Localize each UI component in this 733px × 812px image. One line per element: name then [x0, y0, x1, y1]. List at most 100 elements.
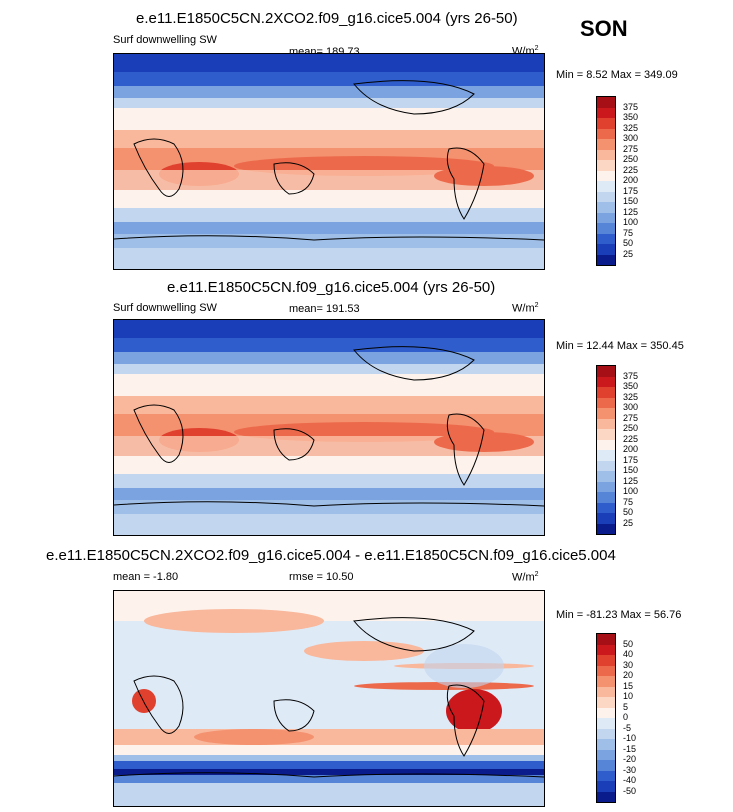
colorbar-tick-label: 375	[623, 370, 639, 381]
colorbar-tick-label: 75	[623, 496, 634, 507]
colorbar-swatch	[597, 781, 615, 792]
colorbar-tick-label: 125	[623, 475, 639, 486]
colorbar-swatch	[597, 254, 615, 265]
colorbar-swatch	[597, 223, 615, 234]
panel2-minmax: Min = 12.44 Max = 350.45	[556, 340, 684, 352]
colorbar-swatch	[597, 418, 615, 429]
colorbar-tick-label: 10	[623, 691, 634, 701]
colorbar-swatch	[597, 492, 615, 503]
colorbar-swatch	[597, 644, 615, 655]
colorbar-tick-label: -10	[623, 733, 637, 743]
colorbar-tick-label: 250	[623, 423, 639, 433]
colorbar-swatch	[597, 181, 615, 192]
panel1-minmax: Min = 8.52 Max = 349.09	[556, 69, 678, 81]
colorbar-tick-label: 275	[623, 412, 639, 423]
colorbar-swatch	[597, 139, 615, 150]
colorbar-tick-label: 225	[623, 433, 639, 444]
colorbar-swatch	[597, 118, 615, 129]
panel1-map-svg	[114, 54, 544, 269]
colorbar-swatch	[597, 233, 615, 244]
colorbar-swatch	[597, 376, 615, 387]
colorbar-swatch	[597, 686, 615, 697]
colorbar-tick-label: 325	[623, 391, 639, 402]
panel2-units: W/m2	[512, 302, 539, 315]
colorbar-tick-label: 175	[623, 185, 639, 196]
colorbar-swatch	[597, 460, 615, 471]
panel3-map	[113, 590, 545, 807]
colorbar-tick-label: 300	[623, 133, 639, 143]
colorbar-swatch	[597, 502, 615, 513]
colorbar-tick-label: 150	[623, 196, 639, 206]
colorbar-swatch	[597, 739, 615, 750]
colorbar-tick-label: 350	[623, 381, 639, 391]
colorbar-tick-label: -20	[623, 754, 637, 764]
colorbar-tick-label: 25	[623, 248, 634, 259]
panel1-map	[113, 53, 545, 270]
panel2-title: e.e11.E1850C5CN.f09_g16.cice5.004 (yrs 2…	[167, 279, 496, 296]
colorbar-swatch	[597, 665, 615, 676]
panel1-variable-label: Surf downwelling SW	[113, 34, 217, 46]
panel3-title: e.e11.E1850C5CN.2XCO2.f09_g16.cice5.004 …	[46, 547, 616, 564]
colorbar-swatch	[597, 170, 615, 181]
colorbar-swatch	[597, 728, 615, 739]
colorbar-tick-label: 100	[623, 217, 639, 227]
panel3-minmax: Min = -81.23 Max = 56.76	[556, 609, 682, 621]
colorbar-swatch	[597, 244, 615, 255]
colorbar-tick-label: 30	[623, 659, 634, 670]
panel3-rmse-label: rmse = 10.50	[289, 571, 354, 583]
colorbar-tick-label: 25	[623, 517, 634, 528]
colorbar-tick-label: 175	[623, 454, 639, 465]
colorbar-tick-label: 200	[623, 444, 639, 454]
colorbar-tick-label: 0	[623, 712, 629, 722]
colorbar-swatch	[597, 770, 615, 781]
colorbar-tick-label: -50	[623, 785, 637, 796]
colorbar-swatch	[597, 408, 615, 419]
colorbar-swatch	[597, 387, 615, 398]
colorbar-swatch	[597, 655, 615, 666]
colorbar-swatch	[597, 749, 615, 760]
colorbar-swatch	[597, 439, 615, 450]
colorbar-tick-label: -40	[623, 775, 637, 785]
colorbar-swatch	[597, 513, 615, 524]
panel2-colorbar	[596, 365, 616, 535]
colorbar-tick-label: 15	[623, 680, 634, 691]
colorbar-swatch	[597, 107, 615, 118]
colorbar-tick-label: 40	[623, 649, 634, 659]
panel2-map-svg	[114, 320, 544, 535]
panel3-map-svg	[114, 591, 544, 806]
panel3-mean-label: mean = -1.80	[113, 571, 179, 583]
colorbar-swatch	[597, 397, 615, 408]
colorbar-swatch	[597, 707, 615, 718]
colorbar-tick-label: 350	[623, 112, 639, 122]
panel3-units: W/m2	[512, 571, 539, 584]
colorbar-swatch	[597, 450, 615, 461]
colorbar-swatch	[597, 471, 615, 482]
colorbar-swatch	[597, 481, 615, 492]
colorbar-swatch	[597, 191, 615, 202]
colorbar-tick-label: 75	[623, 227, 634, 238]
colorbar-tick-label: 300	[623, 402, 639, 412]
colorbar-swatch	[597, 202, 615, 213]
colorbar-swatch	[597, 160, 615, 171]
panel2-variable-label: Surf downwelling SW	[113, 302, 217, 314]
colorbar-swatch	[597, 429, 615, 440]
colorbar-tick-label: 200	[623, 175, 639, 185]
colorbar-swatch	[597, 523, 615, 534]
colorbar-swatch	[597, 149, 615, 160]
colorbar-tick-label: 20	[623, 670, 634, 680]
colorbar-tick-label: 375	[623, 101, 639, 112]
season-label: SON	[580, 16, 628, 41]
colorbar-tick-label: 50	[623, 638, 634, 649]
colorbar-tick-label: -5	[623, 722, 632, 733]
colorbar-swatch	[597, 128, 615, 139]
colorbar-tick-label: 225	[623, 164, 639, 175]
colorbar-tick-label: 125	[623, 206, 639, 217]
colorbar-tick-label: 5	[623, 701, 629, 712]
colorbar-swatch	[597, 791, 615, 802]
colorbar-swatch	[597, 760, 615, 771]
colorbar-swatch	[597, 676, 615, 687]
panel2-map	[113, 319, 545, 536]
colorbar-swatch	[597, 718, 615, 729]
colorbar-tick-label: -30	[623, 764, 637, 775]
colorbar-tick-label: 50	[623, 507, 634, 517]
